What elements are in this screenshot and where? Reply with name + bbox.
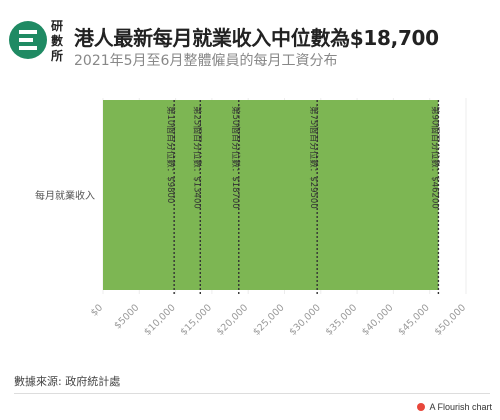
footer-divider (14, 393, 490, 394)
percentile-label-4: 第90個百分位數：$46200 (429, 106, 440, 209)
chart-subtitle: 2021年5月至6月整體僱員的每月工資分布 (74, 53, 338, 69)
x-tick-label-2: $10,000 (142, 302, 178, 338)
bar-0 (103, 100, 439, 290)
x-tick-label-4: $20,000 (215, 302, 251, 338)
percentile-label-3: 第75個百分位數：$29500 (308, 106, 319, 209)
logo: 研數所 (9, 19, 63, 63)
x-tick-label-3: $15,000 (178, 302, 214, 338)
x-tick-label-7: $35,000 (324, 302, 360, 338)
x-tick-label-6: $30,000 (287, 302, 323, 338)
x-tick-label-8: $40,000 (360, 302, 396, 338)
logo-bar-mid (19, 38, 33, 42)
logo-bar-top (19, 30, 37, 34)
percentile-label-2: 第50個百分位數：$18700 (230, 106, 241, 209)
chart: 每月就業收入 第10個百分位數：$9800 第25個百分位數：$13400 第50個百… (35, 98, 469, 338)
x-tick-label-9: $45,000 (396, 302, 432, 338)
x-tick-label-0: $0 (89, 302, 105, 318)
source-note: 數據來源: 政府統計處 (14, 375, 121, 388)
logo-text: 研數所 (51, 19, 63, 63)
percentile-label-0: 第10個百分位數：$9800 (165, 106, 176, 203)
percentile-label-1: 第25個百分位數：$13400 (191, 106, 202, 209)
x-tick-label-5: $25,000 (251, 302, 287, 338)
x-tick-label-10: $50,000 (433, 302, 469, 338)
chart-header: 研數所 港人最新每月就業收入中位數為$18,700 2021年5月至6月整體僱員… (8, 8, 492, 70)
flourish-credit[interactable]: A Flourish chart (417, 402, 492, 412)
x-tick-label-1: $5000 (112, 302, 141, 331)
flourish-credit-label: A Flourish chart (429, 402, 492, 412)
logo-bar-bottom (19, 46, 37, 50)
flourish-logo-icon (417, 403, 426, 411)
chart-title: 港人最新每月就業收入中位數為$18,700 (74, 26, 439, 50)
category-label-0: 每月就業收入 (35, 189, 95, 202)
